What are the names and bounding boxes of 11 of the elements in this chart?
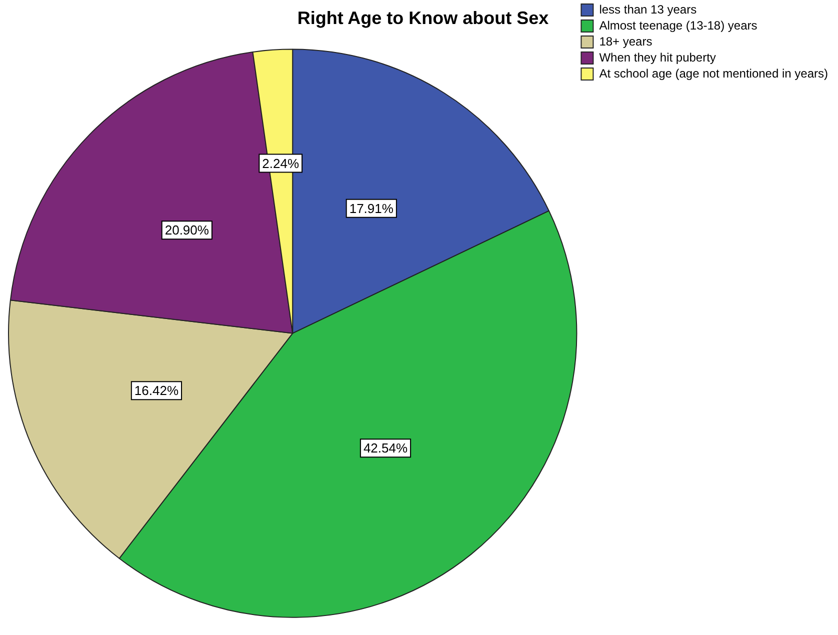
legend-label: Almost teenage (13-18) years: [599, 18, 758, 32]
data-label: 16.42%: [134, 383, 179, 398]
chart-title: Right Age to Know about Sex: [297, 8, 549, 28]
legend-label: When they hit puberty: [599, 50, 716, 64]
legend-label: less than 13 years: [599, 2, 697, 16]
data-label: 20.90%: [164, 222, 210, 238]
data-label: 2.24%: [262, 156, 300, 171]
legend-label: 18+ years: [599, 34, 652, 48]
legend-label: At school age (age not mentioned in years): [599, 66, 828, 80]
data-label: 17.91%: [349, 200, 394, 216]
data-label: 42.54%: [363, 440, 408, 456]
